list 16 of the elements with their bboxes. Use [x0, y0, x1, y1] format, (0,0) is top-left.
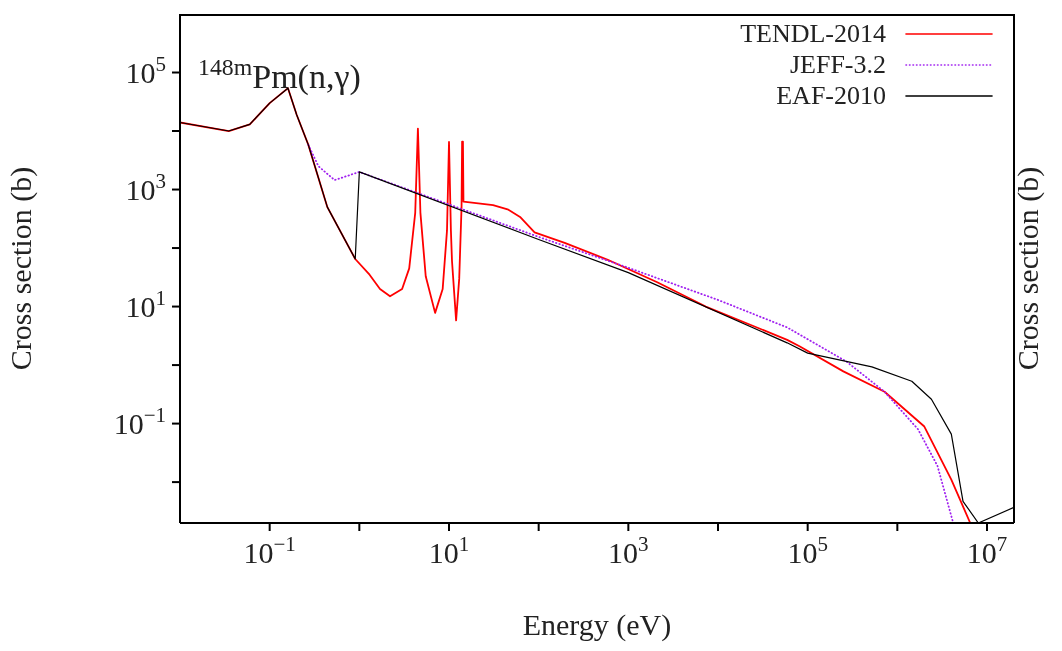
x-axis-title: Energy (eV): [522, 608, 672, 642]
x-tick-label: 10$^{1}$: [428, 532, 470, 569]
y-tick-label: 10$^{−1}$: [113, 402, 166, 440]
legend-label: EAF-2010: [776, 80, 886, 111]
x-tick-label: 10$^{3}$: [608, 532, 649, 569]
x-tick-label: 10$^{5}$: [787, 532, 828, 569]
x-tick-label: 10$^{−1}$: [243, 532, 296, 569]
y-tick-label: 10$^{1}$: [125, 285, 166, 323]
y-tick-label: 10$^{5}$: [125, 51, 166, 89]
legend-label: JEFF-3.2: [789, 49, 886, 80]
y2-axis-title: Cross section (b): [1011, 166, 1045, 371]
x-tick-label: 10$^{7}$: [966, 532, 1008, 569]
y-axis-title: Cross section (b): [3, 166, 38, 371]
text: $^{148m}$Pm(n,γ): [198, 54, 361, 96]
y-tick-label: 10$^{3}$: [125, 168, 166, 206]
legend-label: TENDL-2014: [740, 18, 886, 49]
